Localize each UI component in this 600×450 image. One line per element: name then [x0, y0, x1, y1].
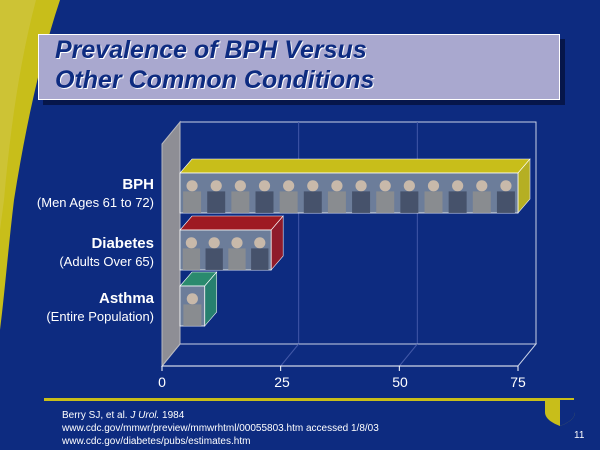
photo-figure-body [496, 191, 515, 213]
photo-figure-head [231, 237, 243, 249]
photo-figure-body [303, 191, 322, 213]
photo-figure-body [207, 191, 226, 213]
photo-figure-body [182, 248, 201, 270]
photo-figure-body [205, 248, 223, 270]
category-name: Asthma [98, 290, 154, 307]
category-subtitle: (Adults Over 65) [59, 254, 154, 269]
bar-diabetes [179, 215, 284, 271]
x-tick-label: 50 [392, 374, 408, 390]
category-label-bph: BPH (Men Ages 61 to 72) [4, 176, 154, 211]
slide-title-line-1: Prevalence of BPH Versus [55, 36, 367, 64]
slide-title-line-2: Other Common Conditions [55, 66, 375, 94]
photo-figure-body [231, 191, 250, 213]
reference-1: Berry SJ, et al. J Urol. 1984 [62, 410, 185, 421]
bar-top-face [179, 215, 284, 231]
photo-figure-head [254, 237, 266, 249]
chart-side-wall [161, 120, 181, 368]
photo-figure-head [185, 237, 197, 249]
photo-figure-body [424, 191, 443, 213]
floor-gridline [280, 343, 300, 367]
photo-figure-body [448, 191, 467, 213]
photo-figure-head [186, 293, 198, 305]
photo-figure-body [228, 248, 246, 270]
photo-figure-head [427, 180, 440, 192]
photo-figure-body [327, 191, 346, 213]
bar-front-photo [179, 172, 519, 214]
photo-figure-body [251, 248, 269, 270]
reference-2: www.cdc.gov/mmwr/preview/mmwrhtml/000558… [62, 423, 379, 434]
category-name: BPH [122, 176, 154, 193]
floor-gridline [398, 343, 418, 367]
page-number: 11 [574, 430, 585, 441]
photo-figure-head [452, 180, 464, 192]
photo-figure-head [379, 180, 391, 192]
reference-3: www.cdc.gov/diabetes/pubs/estimates.htm [62, 436, 251, 447]
photo-figure-head [283, 180, 295, 192]
photo-figure-head [331, 180, 343, 192]
photo-figure-head [210, 180, 222, 192]
photo-figure-body [183, 304, 202, 326]
photo-figure-head [500, 180, 512, 192]
x-tick-label: 25 [274, 374, 290, 390]
photo-figure-head [258, 180, 271, 192]
category-label-asthma: Asthma (Entire Population) [4, 290, 154, 325]
references: Berry SJ, et al. J Urol. 1984 www.cdc.go… [62, 409, 379, 448]
chart-floor [160, 343, 538, 367]
photo-figure-body [400, 191, 419, 213]
photo-figure-body [255, 191, 274, 213]
category-subtitle: (Men Ages 61 to 72) [36, 195, 154, 210]
category-name: Diabetes [91, 235, 154, 252]
bar-bph [179, 158, 531, 214]
bar-top-face [179, 158, 531, 174]
category-label-diabetes: Diabetes (Adults Over 65) [4, 235, 154, 270]
photo-figure-head [186, 180, 198, 192]
photo-figure-head [476, 180, 488, 192]
category-subtitle: (Entire Population) [46, 309, 154, 324]
bar-asthma [179, 271, 218, 327]
photo-figure-body [376, 191, 395, 213]
x-tick-label: 75 [510, 374, 526, 390]
photo-figure-head [208, 237, 220, 249]
journal-name: J Urol. [130, 410, 160, 421]
photo-figure-body [472, 191, 491, 213]
photo-figure-body [183, 191, 202, 213]
x-tick-label: 0 [158, 374, 166, 390]
photo-figure-head [307, 180, 319, 192]
photo-figure-body [279, 191, 298, 213]
photo-figure-head [355, 180, 367, 192]
photo-figure-body [352, 191, 371, 213]
photo-figure-head [234, 180, 246, 192]
title-box: Prevalence of BPH Versus Other Common Co… [38, 34, 560, 100]
photo-figure-head [403, 180, 415, 192]
